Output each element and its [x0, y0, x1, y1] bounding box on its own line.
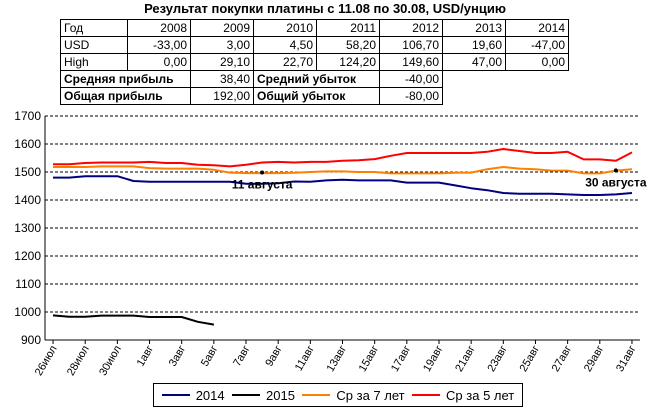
x-tick-label: 9авг	[263, 344, 284, 369]
legend-label: 2014	[195, 387, 225, 403]
x-tick-label: 19авг	[421, 344, 446, 374]
x-tick-label: 28июл	[65, 344, 92, 378]
total-profit-label: Общая прибыль	[60, 87, 191, 105]
x-tick-label: 26июл	[33, 344, 60, 378]
year-cell: 2012	[379, 19, 443, 37]
usd-cell: -33,00	[127, 36, 191, 54]
high-cell: 22,70	[253, 53, 317, 71]
y-tick-label: 1200	[14, 249, 41, 263]
legend-label: 2015	[266, 387, 295, 403]
x-tick-label: 3авг	[167, 344, 188, 369]
legend-swatch-avg7	[302, 394, 331, 396]
annotation-point	[613, 168, 618, 173]
series-line-Ср-за-7-лет	[53, 165, 633, 175]
legend-swatch-2014	[161, 394, 190, 396]
legend-item-2014: 2014	[161, 387, 225, 403]
y-tick-label: 1400	[14, 193, 41, 207]
y-tick-label: 1500	[14, 165, 41, 179]
annotation-label: 30 августа	[585, 175, 647, 189]
x-tick-label: 5авг	[199, 344, 220, 369]
chart-title: Результат покупки платины с 11.08 по 30.…	[144, 1, 506, 16]
legend-item-2015: 2015	[232, 388, 295, 403]
y-tick-label: 1600	[14, 137, 41, 151]
y-tick-label: 1700	[14, 109, 41, 123]
legend-label: Ср за 5 лет	[446, 387, 515, 403]
x-tick-label: 31авг	[614, 344, 639, 374]
table-row-total: Общая прибыль 192,00 Общий убыток -80,00	[60, 87, 569, 105]
y-tick-label: 1000	[14, 305, 41, 319]
usd-cell: 19,60	[442, 36, 506, 54]
series-line-2015	[52, 314, 215, 326]
x-tick-label: 7авг	[231, 344, 252, 369]
legend-item-avg5: Ср за 5 лет	[412, 388, 514, 403]
series-line-Ср-за-5-лет	[53, 148, 633, 168]
stats-table: Год 2008 2009 2010 2011 2012 2013 2014 U…	[60, 19, 569, 105]
legend-item-avg7: Ср за 7 лет	[302, 387, 405, 403]
x-tick-label: 13авг	[325, 344, 350, 374]
legend-swatch-avg5	[412, 394, 441, 396]
x-tick-label: 29авг	[582, 344, 607, 374]
x-tick-label: 11авг	[293, 344, 317, 374]
chart-legend: 2014 2015 Ср за 7 лет Ср за 5 лет	[153, 383, 523, 407]
high-cell: 0,00	[505, 53, 569, 71]
x-tick-label: 21авг	[453, 344, 478, 374]
x-tick-label: 25авг	[518, 344, 543, 374]
total-loss-value: -80,00	[379, 87, 443, 105]
x-tick-label: 27авг	[550, 344, 575, 374]
high-cell: 124,20	[316, 53, 380, 71]
x-tick-label: 30июл	[97, 344, 124, 378]
x-tick-label: 17авг	[389, 344, 414, 374]
series-line-2014	[53, 175, 633, 196]
year-cell: 2014	[505, 19, 569, 37]
annotation-point	[260, 170, 265, 175]
y-tick-label: 1300	[14, 221, 41, 235]
legend-label: Ср за 7 лет	[336, 387, 405, 403]
year-cell: 2008	[127, 19, 191, 37]
annotation-label: 11 августа	[232, 178, 293, 192]
x-tick-label: 1авг	[135, 344, 156, 369]
y-tick-label: 900	[21, 333, 41, 347]
table-row-high: High 0,00 29,10 22,70 124,20 149,60 47,0…	[60, 53, 569, 71]
legend-swatch-2015	[232, 394, 261, 396]
y-tick-label: 1100	[15, 277, 41, 291]
x-tick-label: 23авг	[485, 343, 510, 373]
usd-label: USD	[60, 36, 128, 54]
total-profit-value: 192,00	[190, 87, 254, 105]
table-row-year: Год 2008 2009 2010 2011 2012 2013 2014	[60, 19, 569, 37]
high-cell: 47,00	[442, 53, 506, 71]
x-tick-label: 15авг	[357, 344, 382, 374]
table-row-usd: USD -33,00 3,00 4,50 58,20 106,70 19,60 …	[60, 36, 569, 54]
